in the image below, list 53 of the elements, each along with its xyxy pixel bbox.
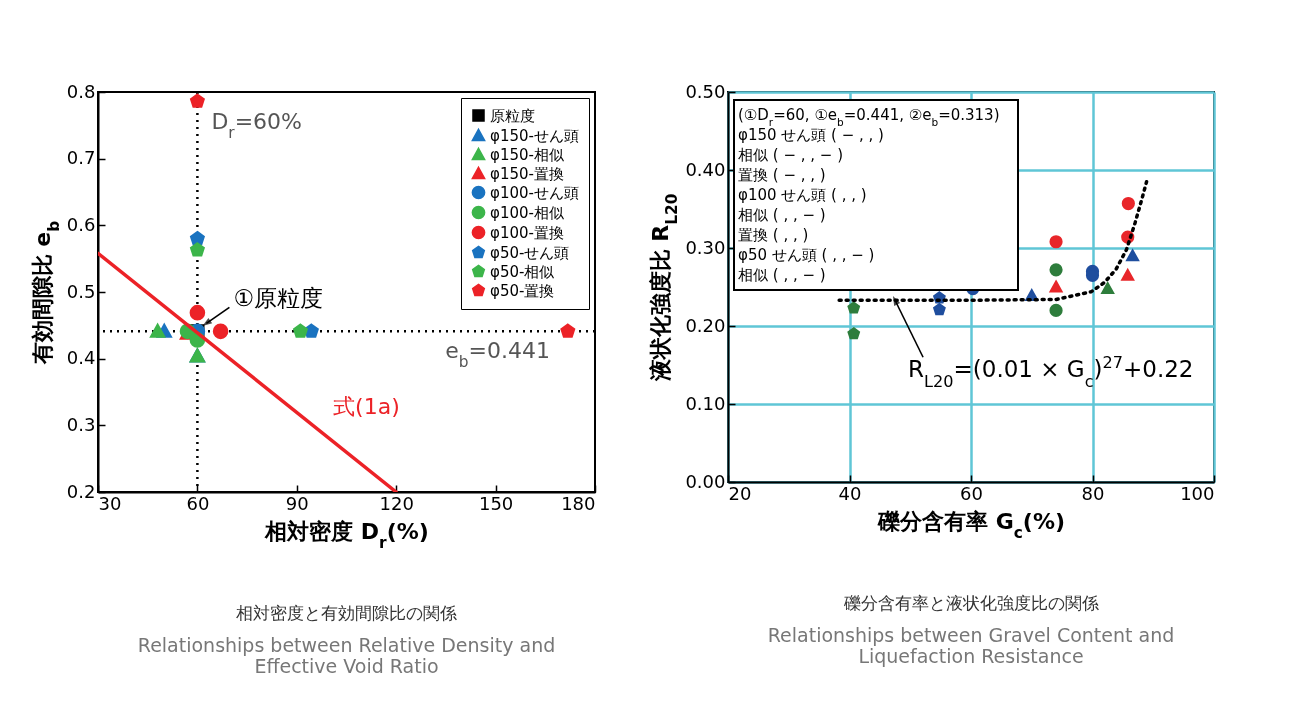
legend-label: φ50-せん頭 — [490, 243, 570, 262]
annotation: 置換 ( − , , ) — [738, 166, 826, 184]
x-tick-label: 100 — [1180, 482, 1215, 504]
legend-label: φ150-相似 — [490, 145, 564, 164]
x-tick-label: 60 — [960, 482, 983, 504]
y-tick-label: 0.5 — [66, 280, 96, 302]
x-tick-label: 60 — [186, 492, 210, 514]
text: 礫分含有率と液状化強度比の関係 — [842, 593, 1099, 613]
series-label: 式(1a) — [333, 393, 400, 419]
legend-label: φ100-せん頭 — [490, 183, 579, 202]
legend-label: φ100-相似 — [490, 203, 564, 222]
text: Relationships between Relative Density and Effective Void Ratio — [137, 634, 556, 677]
y-tick-label: 0.8 — [66, 80, 96, 102]
y-tick-label: 0.40 — [685, 158, 726, 180]
y-tick-label: 0.7 — [66, 147, 96, 169]
annotation: 置換 ( , , ) — [738, 226, 809, 244]
x-axis-title: 礫分含有率 G$_{c}$(%) — [877, 508, 1065, 542]
y-tick-label: 0.50 — [685, 80, 726, 102]
y-tick-label: 0.00 — [685, 470, 726, 492]
legend-label: φ150-せん頭 — [490, 126, 579, 145]
y-tick-label: 0.20 — [685, 314, 726, 336]
annotation: (①D$_{r}$=60, ①e$_{b}$=0.441, ②e$_{b}$=0.313) — [738, 106, 1000, 128]
y-tick-label: 0.2 — [66, 480, 96, 502]
x-tick-label: 90 — [285, 492, 309, 514]
annotation: 相似 ( − , , − ) — [738, 146, 843, 164]
x-tick-label: 80 — [1081, 482, 1105, 504]
legend-label: 原粒度 — [490, 106, 535, 125]
annotation: φ150 せん頭 ( − , , ) — [738, 126, 884, 144]
annotation: 相似 ( , , − ) — [738, 266, 826, 284]
x-axis-title: 相対密度 D$_{r}$(%) — [264, 518, 429, 552]
x-tick-label: 30 — [98, 492, 122, 514]
ref-line-label: D$_{r}$=60% — [211, 109, 303, 142]
legend-label: φ100-置換 — [490, 223, 564, 242]
annotation: 相似 ( , , − ) — [738, 206, 826, 224]
annotation: φ50 せん頭 ( , , − ) — [738, 246, 875, 264]
legend-label: φ50-相似 — [490, 262, 555, 281]
legend-label: φ150-置換 — [490, 164, 564, 183]
text: 相対密度と有効間隙比の関係 — [236, 603, 457, 623]
x-tick-label: 120 — [379, 492, 414, 514]
annotation: φ100 せん頭 ( , , ) — [738, 186, 867, 204]
legend-label: φ50-置換 — [490, 281, 555, 300]
y-tick-label: 0.4 — [66, 347, 96, 369]
text: Relationships between Gravel Content and Liquefaction Resistance — [767, 624, 1175, 667]
x-tick-label: 150 — [478, 492, 514, 514]
y-tick-label: 0.3 — [66, 413, 96, 435]
x-tick-label: 20 — [728, 482, 752, 504]
y-tick-label: 0.10 — [685, 392, 726, 414]
ref-line-label: e$_{b}$=0.441 — [445, 338, 550, 372]
y-tick-label: 0.6 — [66, 213, 96, 235]
annotation: ①原粒度 — [233, 285, 324, 312]
x-tick-label: 180 — [561, 492, 596, 514]
y-tick-label: 0.30 — [685, 236, 726, 258]
x-tick-label: 40 — [838, 482, 862, 504]
